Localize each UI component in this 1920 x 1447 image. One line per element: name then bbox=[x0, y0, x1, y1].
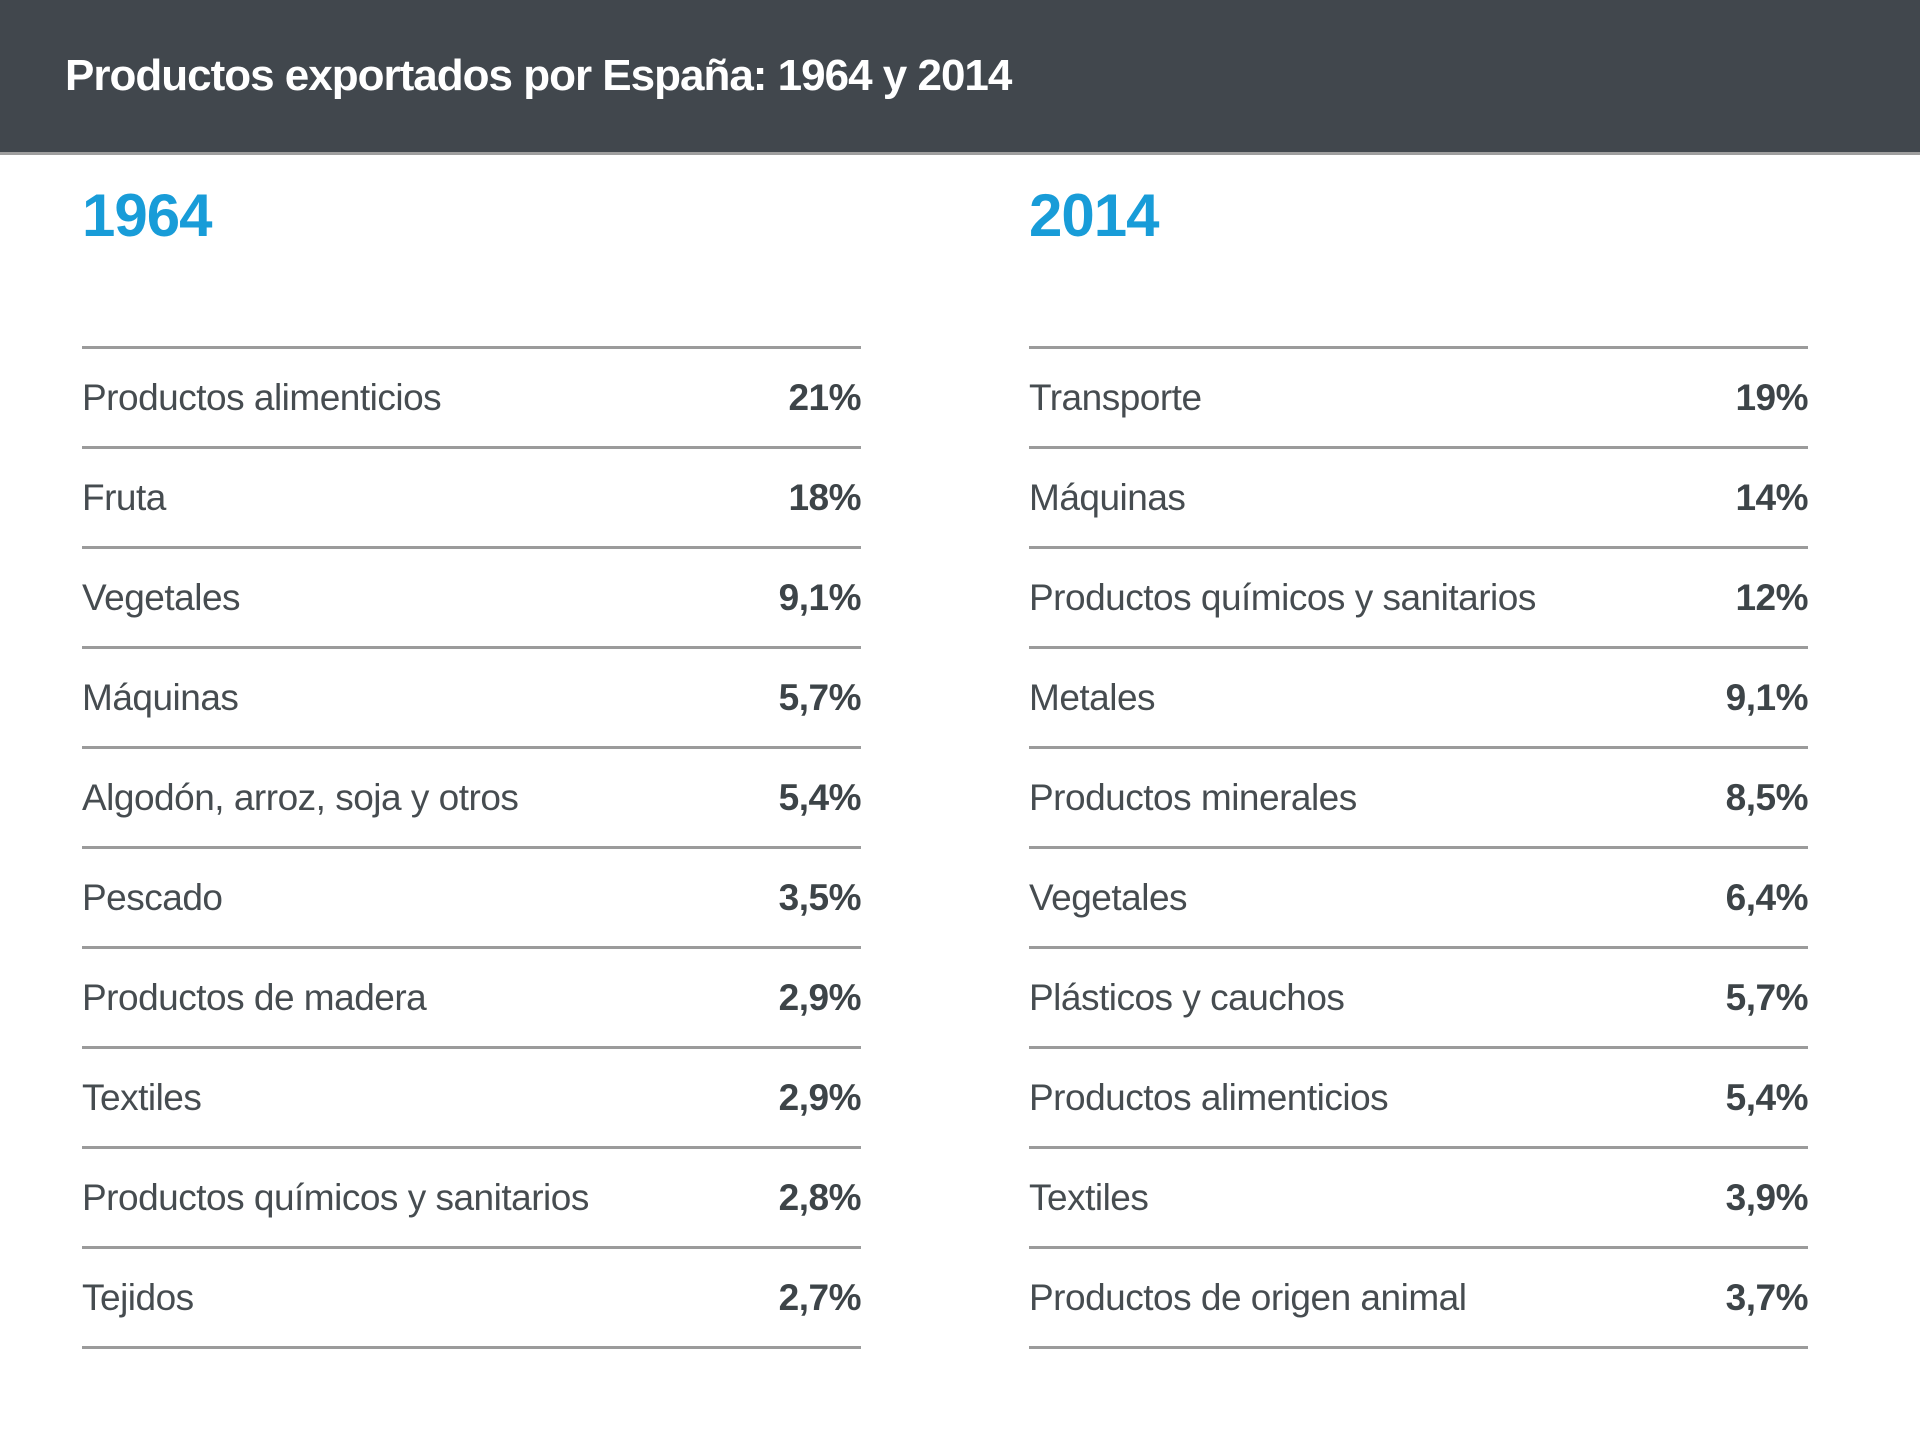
table-row: Textiles 3,9% bbox=[1029, 1146, 1809, 1246]
product-value: 6,4% bbox=[1725, 876, 1809, 918]
product-value: 8,5% bbox=[1725, 776, 1809, 818]
product-value: 3,9% bbox=[1725, 1176, 1809, 1218]
product-value: 9,1% bbox=[1725, 676, 1809, 718]
table-row: Fruta 18% bbox=[82, 446, 861, 546]
content-area: 1964 Productos alimenticios 21% Fruta 18… bbox=[0, 155, 1920, 1349]
table-row: Tejidos 2,7% bbox=[82, 1246, 862, 1346]
product-label: Textiles bbox=[1029, 1176, 1149, 1218]
table-row: Máquinas 5,7% bbox=[82, 646, 862, 746]
table-row: Vegetales 9,1% bbox=[82, 546, 862, 646]
year-heading-2014: 2014 bbox=[1029, 182, 1159, 249]
product-value: 5,7% bbox=[778, 676, 862, 718]
product-label: Productos químicos y sanitarios bbox=[1029, 576, 1536, 618]
product-label: Máquinas bbox=[82, 676, 239, 718]
product-value: 2,9% bbox=[778, 976, 862, 1018]
product-value: 5,7% bbox=[1725, 976, 1809, 1018]
table-1964: Productos alimenticios 21% Fruta 18% Veg… bbox=[82, 346, 862, 1349]
column-2014: 2014 Transporte 19% Máquinas 14% Product… bbox=[1029, 182, 1809, 1349]
year-heading-1964: 1964 bbox=[82, 182, 212, 249]
product-label: Textiles bbox=[82, 1076, 202, 1118]
table-row: Metales 9,1% bbox=[1029, 646, 1809, 746]
product-label: Algodón, arroz, soja y otros bbox=[82, 776, 519, 818]
table-row: Transporte 19% bbox=[1029, 346, 1808, 446]
product-label: Máquinas bbox=[1029, 476, 1186, 518]
product-value: 2,8% bbox=[778, 1176, 862, 1218]
product-value: 9,1% bbox=[778, 576, 862, 618]
table-row: Productos químicos y sanitarios 12% bbox=[1029, 546, 1808, 646]
product-label: Productos de origen animal bbox=[1029, 1276, 1467, 1318]
product-value: 14% bbox=[1735, 476, 1808, 518]
table-row: Productos químicos y sanitarios 2,8% bbox=[82, 1146, 862, 1246]
table-row: Productos alimenticios 21% bbox=[82, 346, 861, 446]
product-label: Pescado bbox=[82, 876, 223, 918]
product-value: 18% bbox=[788, 476, 861, 518]
page-title: Productos exportados por España: 1964 y … bbox=[65, 51, 1012, 100]
product-label: Fruta bbox=[82, 476, 166, 518]
product-value: 21% bbox=[788, 376, 861, 418]
product-label: Productos minerales bbox=[1029, 776, 1357, 818]
product-value: 2,9% bbox=[778, 1076, 862, 1118]
table-row: Productos de origen animal 3,7% bbox=[1029, 1246, 1809, 1346]
product-label: Plásticos y cauchos bbox=[1029, 976, 1345, 1018]
product-label: Productos químicos y sanitarios bbox=[82, 1176, 589, 1218]
product-value: 12% bbox=[1735, 576, 1808, 618]
table-row: Máquinas 14% bbox=[1029, 446, 1808, 546]
table-row: Vegetales 6,4% bbox=[1029, 846, 1809, 946]
product-label: Metales bbox=[1029, 676, 1156, 718]
table-row: Algodón, arroz, soja y otros 5,4% bbox=[82, 746, 862, 846]
product-value: 3,7% bbox=[1725, 1276, 1809, 1318]
product-label: Tejidos bbox=[82, 1276, 194, 1318]
table-2014: Transporte 19% Máquinas 14% Productos qu… bbox=[1029, 346, 1809, 1349]
product-label: Transporte bbox=[1029, 376, 1202, 418]
product-label: Productos de madera bbox=[82, 976, 427, 1018]
product-value: 3,5% bbox=[778, 876, 862, 918]
product-label: Productos alimenticios bbox=[82, 376, 442, 418]
table-row: Plásticos y cauchos 5,7% bbox=[1029, 946, 1809, 1046]
product-label: Vegetales bbox=[1029, 876, 1188, 918]
table-row: Productos minerales 8,5% bbox=[1029, 746, 1809, 846]
column-1964: 1964 Productos alimenticios 21% Fruta 18… bbox=[82, 182, 862, 1349]
product-label: Productos alimenticios bbox=[1029, 1076, 1389, 1118]
product-value: 5,4% bbox=[1725, 1076, 1809, 1118]
product-value: 19% bbox=[1735, 376, 1808, 418]
table-row: Pescado 3,5% bbox=[82, 846, 862, 946]
table-row: Productos alimenticios 5,4% bbox=[1029, 1046, 1809, 1146]
product-value: 2,7% bbox=[778, 1276, 862, 1318]
product-label: Vegetales bbox=[82, 576, 241, 618]
table-row: Productos de madera 2,9% bbox=[82, 946, 862, 1046]
product-value: 5,4% bbox=[778, 776, 862, 818]
table-row: Textiles 2,9% bbox=[82, 1046, 862, 1146]
header-bar: Productos exportados por España: 1964 y … bbox=[0, 0, 1920, 155]
